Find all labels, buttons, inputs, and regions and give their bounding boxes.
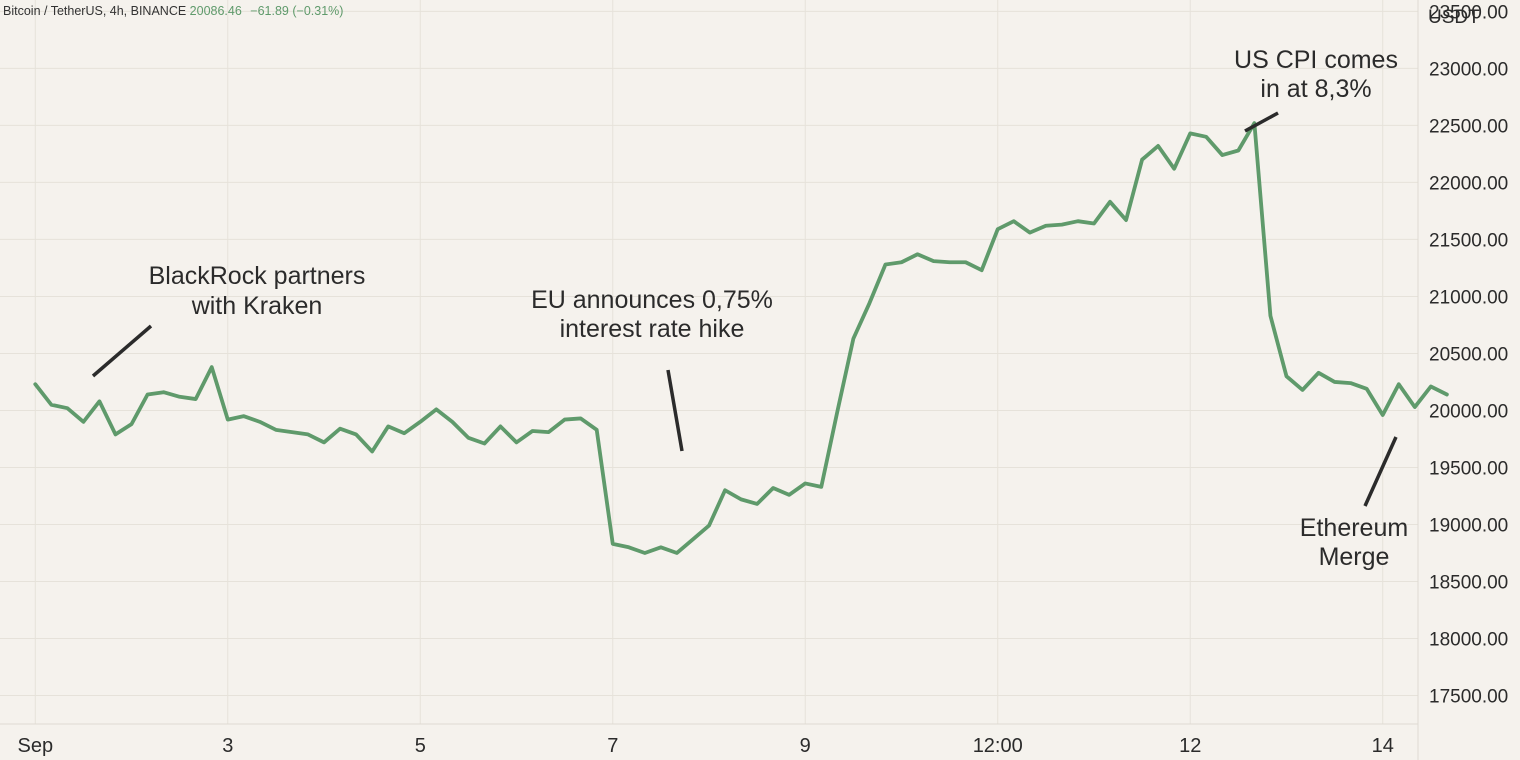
y-tick-label: 22500.00 [1429,116,1508,137]
y-tick-label: 20000.00 [1429,401,1508,422]
y-tick-label: 21000.00 [1429,287,1508,308]
y-tick-label: 20500.00 [1429,344,1508,365]
x-tick-label: 5 [415,735,426,757]
x-tick-label: 12:00 [973,735,1023,757]
annotation-pointer-line [1363,436,1398,507]
y-tick-label: 18500.00 [1429,572,1508,593]
price-series-line [33,121,1449,555]
annotation-pointer-line [91,324,153,378]
y-tick-label: 18000.00 [1429,629,1508,650]
annotation-label: with Kraken [191,292,323,320]
y-tick-label: 23500.00 [1429,2,1508,23]
annotation-pointer-line [1244,111,1279,133]
y-tick-label: 23000.00 [1429,59,1508,80]
x-tick-label: 12 [1179,735,1201,757]
y-tick-label: 21500.00 [1429,230,1508,251]
x-tick-label: 7 [607,735,618,757]
annotation-label: US CPI comes [1234,46,1398,74]
annotation-label: BlackRock partners [149,262,366,290]
annotation-label: EU announces 0,75% [531,286,773,314]
y-tick-label: 19500.00 [1429,458,1508,479]
x-tick-label: 14 [1372,735,1394,757]
x-tick-label: Sep [17,735,53,757]
y-axis-unit-label: USDT [1428,7,1480,28]
y-tick-label: 19000.00 [1429,515,1508,536]
annotation-label: in at 8,3% [1260,75,1371,103]
symbol-label: Bitcoin / TetherUS, 4h, BINANCE [3,4,187,18]
annotation-label: Ethereum [1300,514,1408,542]
annotation-label: Merge [1319,543,1390,571]
price-change: −61.89 (−0.31%) [250,4,344,18]
y-tick-label: 22000.00 [1429,173,1508,194]
x-tick-label: 9 [800,735,811,757]
y-tick-label: 17500.00 [1429,686,1508,707]
price-value: 20086.46 [189,4,242,18]
annotation-pointer-line [666,369,684,452]
annotation-label: interest rate hike [560,315,745,343]
x-tick-label: 3 [222,735,233,757]
symbol-header: Bitcoin / TetherUS, 4h, BINANCE 20086.46… [3,4,343,18]
